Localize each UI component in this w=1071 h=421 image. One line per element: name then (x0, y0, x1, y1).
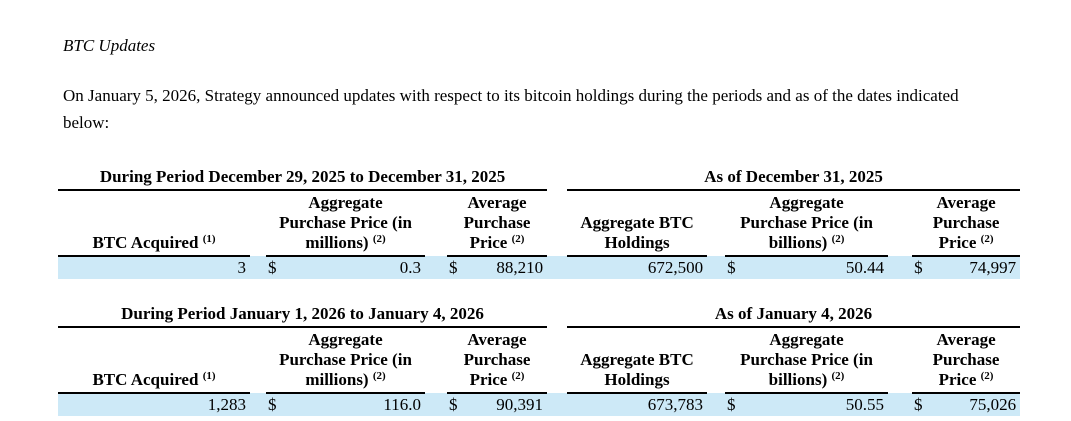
column-gap (707, 190, 725, 256)
period-header: During Period January 1, 2026 to January… (58, 304, 547, 328)
footnote-marker-2: (2) (831, 370, 845, 382)
column-gap (547, 190, 567, 256)
footnote-marker-1: (1) (202, 233, 216, 245)
dollar-sign: $ (266, 256, 286, 279)
cell-aggregate-purchase-price-billions: 50.55 (745, 393, 888, 416)
cell-average-purchase-price-asof: 75,026 (932, 393, 1021, 416)
col-header-aggregate-btc-holdings: Aggregate BTC Holdings (567, 190, 708, 257)
dollar-sign: $ (912, 393, 932, 416)
period-header: During Period December 29, 2025 to Decem… (58, 167, 548, 191)
col-header-average-purchase-price: Average Purchase Price (2) (912, 190, 1021, 257)
col-header-label: BTC Acquired (92, 370, 199, 389)
column-gap (888, 327, 912, 393)
dollar-sign: $ (447, 393, 467, 416)
dollar-sign: $ (266, 393, 286, 416)
column-gap (707, 327, 725, 393)
cell-average-purchase-price-asof: 74,997 (932, 256, 1021, 279)
dollar-sign: $ (912, 256, 933, 279)
dollar-sign: $ (725, 393, 745, 416)
col-header-aggregate-purchase-price-billions: Aggregate Purchase Price (in billions) (… (725, 327, 888, 394)
footnote-marker-2: (2) (372, 233, 386, 245)
document-title: BTC Updates (63, 36, 156, 55)
col-header-aggregate-purchase-price-billions: Aggregate Purchase Price (in billions) (… (725, 190, 889, 257)
cell-aggregate-btc-holdings: 672,500 (567, 256, 708, 279)
column-gap (547, 304, 567, 327)
column-gap (547, 167, 567, 190)
col-header-btc-acquired: BTC Acquired (1) (58, 190, 250, 257)
column-gap (425, 190, 447, 256)
dollar-sign: $ (725, 256, 746, 279)
cell-average-purchase-price-period: 90,391 (467, 393, 547, 416)
cell-average-purchase-price-period: 88,210 (467, 256, 548, 279)
dollar-sign: $ (447, 256, 467, 279)
col-header-average-purchase-price: Average Purchase Price (2) (912, 327, 1021, 394)
col-header-average-purchase-price: Average Purchase Price (2) (447, 327, 547, 394)
column-gap (250, 190, 266, 256)
footnote-marker-2: (2) (511, 370, 525, 382)
asof-header: As of December 31, 2025 (567, 167, 1021, 191)
table-row: 3 $ 0.3 $ 88,210 672,500 $ 50.44 $ 74,99… (58, 256, 1021, 279)
cell-aggregate-btc-holdings: 673,783 (567, 393, 707, 416)
col-header-label: BTC Acquired (92, 233, 199, 252)
asof-header: As of January 4, 2026 (567, 304, 1021, 328)
column-gap (547, 327, 567, 393)
cell-aggregate-purchase-price-millions: 116.0 (286, 393, 425, 416)
footnote-marker-2: (2) (511, 233, 525, 245)
table-row: 1,283 $ 116.0 $ 90,391 673,783 $ 50.55 $… (58, 393, 1021, 416)
intro-paragraph: On January 5, 2026, Strategy announced u… (63, 86, 959, 132)
col-header-btc-acquired: BTC Acquired (1) (58, 327, 250, 394)
col-header-aggregate-purchase-price-millions: Aggregate Purchase Price (in millions) (… (266, 327, 425, 394)
footnote-marker-1: (1) (202, 370, 216, 382)
btc-holdings-table-1: During Period December 29, 2025 to Decem… (58, 167, 1021, 279)
column-gap (250, 327, 266, 393)
column-gap (425, 327, 447, 393)
col-header-aggregate-btc-holdings: Aggregate BTC Holdings (567, 327, 707, 394)
cell-btc-acquired: 3 (58, 256, 250, 279)
cell-btc-acquired: 1,283 (58, 393, 250, 416)
cell-aggregate-purchase-price-billions: 50.44 (745, 256, 889, 279)
column-gap (888, 190, 912, 256)
footnote-marker-2: (2) (980, 370, 994, 382)
cell-aggregate-purchase-price-millions: 0.3 (286, 256, 425, 279)
footnote-marker-2: (2) (980, 233, 994, 245)
btc-holdings-table-2: During Period January 1, 2026 to January… (58, 304, 1021, 416)
footnote-marker-2: (2) (831, 233, 845, 245)
col-header-average-purchase-price: Average Purchase Price (2) (447, 190, 548, 257)
footnote-marker-2: (2) (372, 370, 386, 382)
col-header-aggregate-purchase-price-millions: Aggregate Purchase Price (in millions) (… (266, 190, 425, 257)
